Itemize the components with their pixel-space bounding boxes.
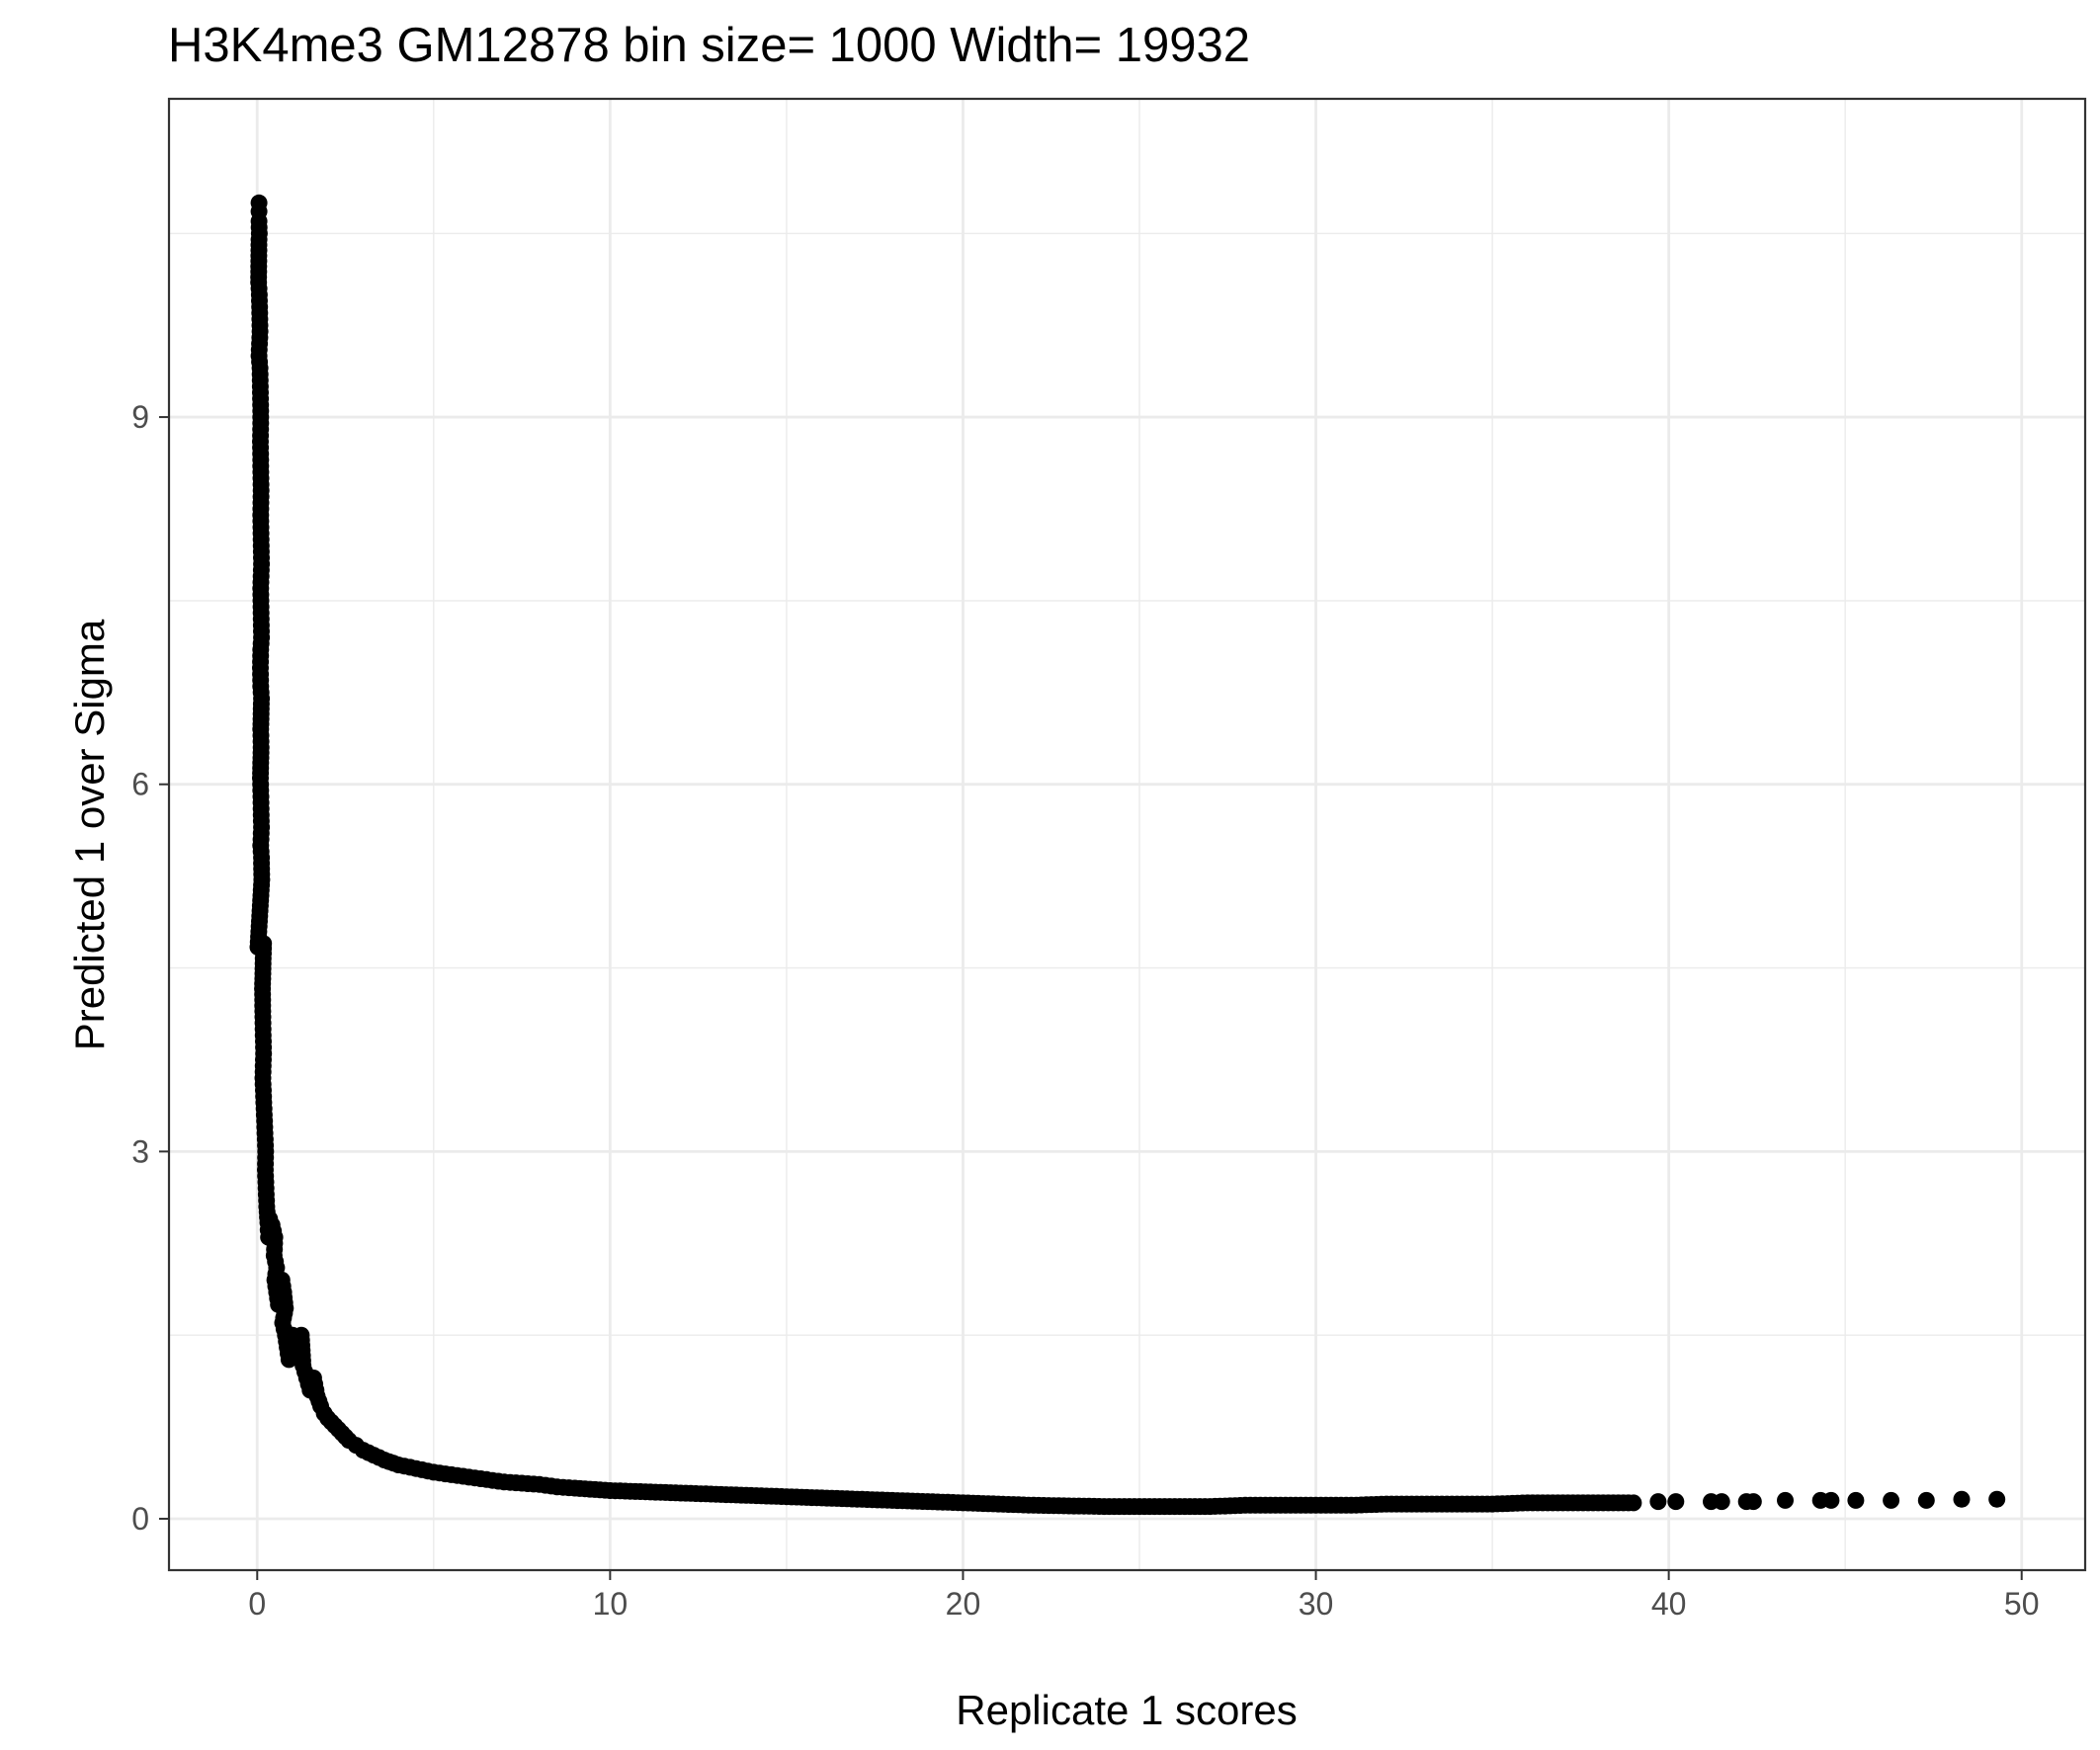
data-point: [250, 218, 268, 236]
data-point: [1988, 1490, 2006, 1508]
data-point: [253, 623, 270, 640]
x-tick-label: 30: [1299, 1586, 1334, 1622]
x-axis-title: Replicate 1 scores: [956, 1687, 1298, 1733]
y-axis: 0 3 6 9: [131, 399, 169, 1537]
data-point: [252, 634, 270, 652]
data-point: [252, 451, 270, 468]
x-axis: 0 10 20 30 40 50: [248, 1570, 2040, 1622]
data-point: [252, 812, 270, 830]
data-points: [249, 194, 2006, 1516]
data-point: [1777, 1491, 1794, 1509]
data-point: [267, 1253, 285, 1271]
data-point: [254, 1021, 272, 1038]
data-point: [1620, 1494, 1638, 1512]
y-tick-label: 6: [131, 767, 149, 802]
data-point: [254, 1002, 272, 1020]
data-point: [1667, 1493, 1685, 1511]
data-point: [255, 1081, 272, 1099]
data-point: [252, 427, 270, 445]
data-point: [1953, 1490, 1971, 1508]
y-tick-label: 9: [131, 399, 149, 435]
data-point: [252, 776, 270, 793]
data-point: [251, 353, 269, 371]
data-point: [252, 525, 270, 542]
data-point: [257, 1136, 275, 1154]
data-point: [250, 280, 268, 297]
data-point: [1883, 1491, 1900, 1509]
x-tick-label: 10: [593, 1586, 629, 1622]
data-point: [255, 1039, 273, 1056]
data-point: [337, 1428, 354, 1446]
x-tick-label: 0: [248, 1586, 266, 1622]
data-point: [254, 1063, 272, 1081]
grid: [169, 99, 2085, 1570]
data-point: [257, 1173, 275, 1191]
y-tick-label: 3: [131, 1133, 149, 1169]
x-tick-label: 40: [1651, 1586, 1687, 1622]
data-point: [252, 475, 270, 493]
x-tick-label: 20: [946, 1586, 981, 1622]
data-point: [1847, 1491, 1865, 1509]
x-tick-label: 50: [2004, 1586, 2040, 1622]
data-point: [1649, 1493, 1667, 1511]
data-point: [310, 1392, 328, 1410]
data-point: [252, 671, 270, 689]
data-point: [1822, 1491, 1840, 1509]
data-point: [252, 500, 270, 518]
data-point: [251, 377, 269, 395]
data-point: [1917, 1491, 1935, 1509]
chart-title: H3K4me3 GM12878 bin size= 1000 Width= 19…: [168, 19, 1250, 72]
data-point: [253, 549, 270, 566]
data-point: [257, 1155, 275, 1173]
data-point: [252, 402, 270, 420]
data-point: [252, 831, 270, 848]
data-point: [252, 793, 270, 811]
data-point: [251, 316, 269, 334]
data-point: [250, 341, 268, 359]
panel-border: [167, 97, 2087, 1572]
y-tick-label: 0: [131, 1501, 149, 1537]
data-point: [252, 598, 270, 616]
y-axis-title: Predicted 1 over Sigma: [66, 619, 113, 1050]
data-point: [1744, 1493, 1762, 1511]
data-point: [252, 573, 270, 591]
data-point: [266, 1240, 284, 1258]
data-point: [1713, 1493, 1730, 1511]
data-point: [255, 1100, 273, 1118]
data-point: [256, 1119, 274, 1136]
data-point: [265, 1222, 283, 1240]
data-point: [251, 298, 269, 316]
data-point: [252, 653, 270, 671]
